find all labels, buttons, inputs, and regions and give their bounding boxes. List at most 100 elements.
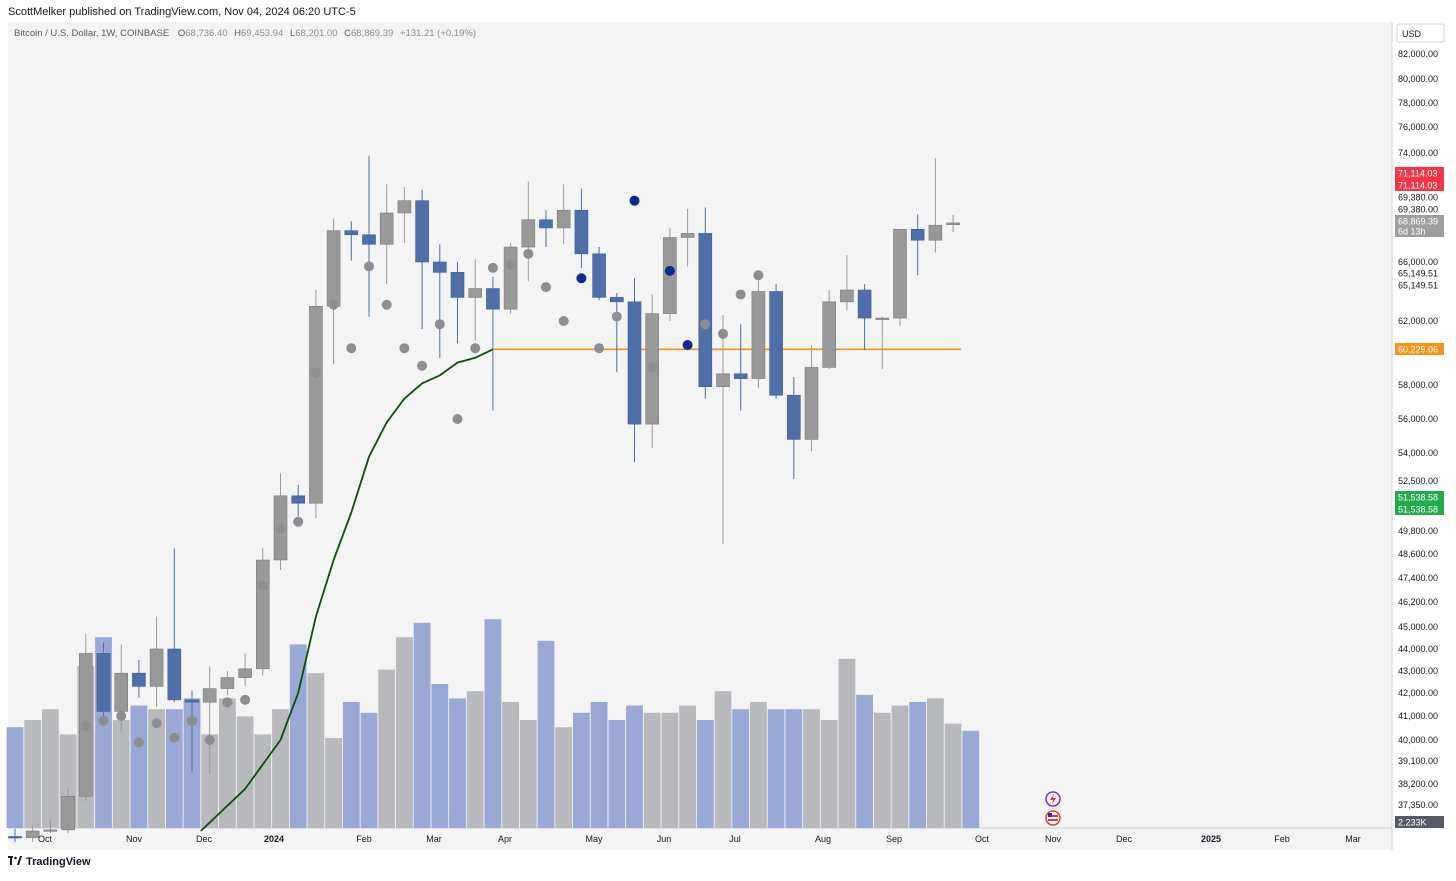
volume-bar	[431, 684, 449, 828]
price-tag: 69,380.00	[1395, 191, 1444, 203]
currency-label[interactable]: USD	[1402, 29, 1422, 39]
volume-bar	[767, 709, 785, 828]
time-axis-label: Oct	[38, 834, 53, 844]
candle	[680, 208, 695, 267]
ema-polyline	[200, 348, 494, 832]
candle-body	[450, 272, 465, 298]
candle-body	[238, 668, 252, 678]
candle-body	[309, 305, 323, 504]
price-tick-label: 39,100.00	[1398, 756, 1438, 766]
candle-body	[822, 301, 837, 368]
volume-bar	[254, 734, 272, 828]
candle	[910, 214, 925, 276]
candle-body	[840, 289, 854, 303]
price-tag: 51,538.58	[1395, 503, 1444, 515]
currency-button-frame[interactable]	[1396, 23, 1445, 43]
volume-bar	[927, 698, 944, 828]
time-axis-background	[8, 828, 1392, 850]
candle	[521, 181, 536, 282]
signal-dot	[735, 289, 746, 300]
time-axis-label: Feb	[1274, 834, 1290, 844]
signal-dot	[417, 360, 428, 371]
candle-body	[627, 301, 642, 425]
indicator-dots	[80, 195, 764, 748]
price-tag-bg	[1395, 167, 1444, 179]
volume-bar	[555, 727, 573, 828]
candle	[397, 187, 412, 243]
price-tag-text: 65,149.51	[1398, 269, 1438, 279]
candle	[96, 642, 111, 716]
candle-body	[857, 289, 872, 319]
legend-low-label: L	[290, 28, 295, 39]
price-tick-label: 40,000.00	[1398, 735, 1438, 745]
signal-dot	[222, 697, 233, 708]
candle-body	[326, 230, 341, 307]
us-flag-icon[interactable]	[1045, 810, 1061, 826]
candle	[61, 788, 75, 834]
candle	[698, 207, 713, 399]
legend-change: +131.21 (+0.19%)	[400, 28, 476, 39]
candle	[468, 259, 483, 341]
legend-open-label: O	[178, 28, 185, 39]
price-tags: 71,114.03 71,114.03 69,380.00 69,380.00 68,8…	[1395, 167, 1444, 828]
candle	[503, 242, 518, 314]
candle-body	[786, 394, 801, 440]
candle-body	[539, 219, 553, 229]
volume-bar	[449, 698, 466, 828]
volume-bar	[378, 669, 396, 828]
candle-body	[167, 648, 182, 701]
candle	[786, 377, 801, 480]
time-axis-label: Aug	[815, 834, 831, 844]
signal-dot	[116, 711, 127, 721]
signal-dot	[558, 316, 569, 326]
candle-body	[875, 317, 890, 320]
tv-logo-icon[interactable]	[8, 856, 22, 868]
signal-dot-blue	[629, 195, 640, 206]
candle-body	[8, 836, 22, 839]
publisher-bar: ScottMelker published on TradingView.com…	[0, 0, 1456, 22]
candle	[716, 315, 730, 545]
volume-bar	[643, 712, 661, 828]
candle-body	[928, 224, 943, 241]
candle	[79, 633, 93, 802]
price-tick-label: 46,200.00	[1398, 597, 1438, 607]
volume-bar	[502, 702, 519, 828]
price-tag-text: 51,538.58	[1398, 493, 1438, 503]
signal-dot	[700, 319, 711, 330]
brand-name[interactable]: TradingView	[26, 856, 91, 868]
signal-dot	[187, 715, 197, 726]
alert-icon[interactable]	[1045, 791, 1061, 807]
price-tag-bg	[1395, 491, 1444, 503]
price-tag: 2.233K	[1395, 816, 1444, 828]
signal-dot	[594, 343, 605, 354]
candle-body	[379, 212, 394, 245]
price-tick-label: 78,000.00	[1398, 98, 1438, 108]
signal-dot	[399, 343, 410, 354]
price-tick-label: 76,000.00	[1398, 122, 1438, 132]
price-axis-ticks: 82,000.00 80,000.00 78,000.00 76,000.00 74,0…	[1398, 49, 1438, 810]
volume-bar	[289, 644, 307, 828]
candle	[539, 210, 553, 248]
candle	[857, 284, 872, 350]
volume-bar	[307, 673, 325, 828]
signal-dot	[611, 311, 622, 322]
signal-dot	[381, 299, 392, 310]
price-tag-text: 69,380.00	[1398, 193, 1438, 203]
time-axis-label: Dec	[196, 834, 213, 844]
volume-bar	[165, 709, 183, 828]
volume-bar	[820, 720, 838, 828]
candle-body	[946, 222, 960, 226]
publisher-text: ScottMelker published on TradingView.com…	[8, 6, 356, 18]
candle	[751, 276, 766, 389]
price-tick-label: 45,000.00	[1398, 622, 1438, 632]
price-tag: 71,114.03	[1395, 167, 1444, 179]
candle	[840, 255, 854, 311]
candlesticks	[8, 155, 960, 842]
volume-bar	[519, 720, 537, 828]
svg-text:Bitcoin / U.S. Dollar, 1W, COI: Bitcoin / U.S. Dollar, 1W, COINBASE O68,…	[14, 28, 476, 39]
price-tick-label: 41,000.00	[1398, 711, 1438, 721]
price-tag-bg	[1395, 225, 1444, 237]
candle-body	[468, 288, 483, 298]
